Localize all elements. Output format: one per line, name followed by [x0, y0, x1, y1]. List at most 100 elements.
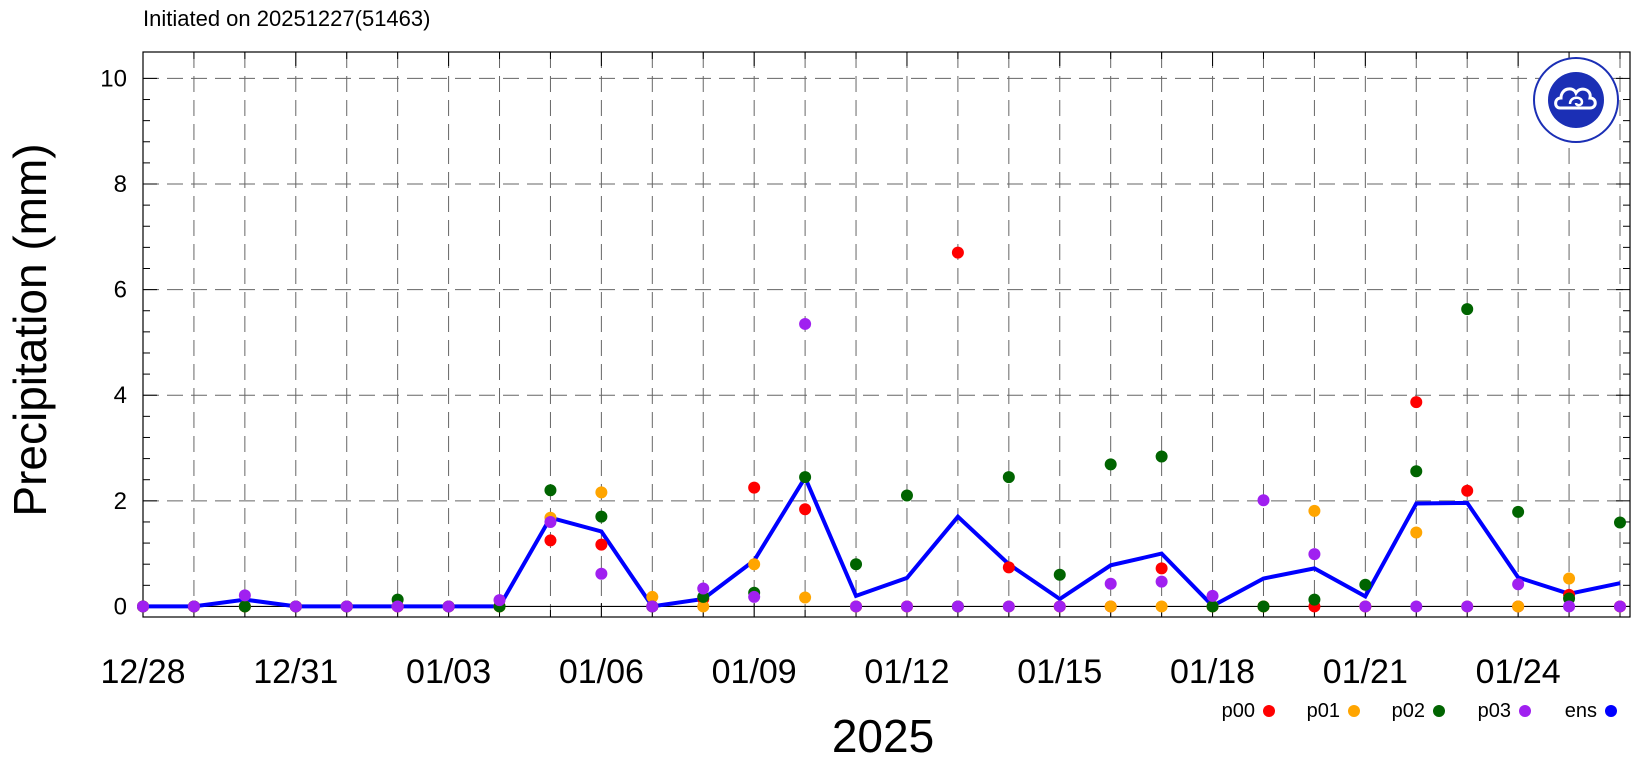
point-p02 [850, 558, 863, 571]
cma-logo [1533, 57, 1619, 143]
point-p02 [900, 489, 913, 502]
y-axis: 0 2 4 6 8 10 [100, 65, 1630, 620]
point-p03 [1053, 600, 1066, 613]
logo-inner-disc [1548, 72, 1604, 128]
y-tick-label: 8 [114, 171, 127, 198]
point-p03 [1257, 494, 1270, 507]
point-p00 [595, 538, 608, 551]
point-p01 [1104, 600, 1117, 613]
chart-title: Initiated on 20251227(51463) [143, 6, 430, 31]
point-p01 [1308, 504, 1321, 517]
point-p03 [748, 590, 761, 603]
point-p02 [697, 590, 710, 603]
x-tick-label: 01/15 [1017, 653, 1102, 691]
x-tick-label: 01/24 [1476, 653, 1561, 691]
series-layer [137, 246, 1626, 613]
x-tick-label: 01/21 [1323, 653, 1408, 691]
point-p02 [1002, 471, 1015, 484]
point-p03 [391, 600, 404, 613]
point-p03 [1104, 577, 1117, 590]
legend: p00 p01 p02 p03 ens [1222, 700, 1617, 722]
point-p03 [1359, 600, 1372, 613]
legend-label-p01: p01 [1307, 700, 1340, 722]
point-p03 [1563, 600, 1576, 613]
legend-marker-p01 [1348, 705, 1360, 717]
point-p01 [799, 591, 812, 604]
point-p03 [799, 317, 812, 330]
point-p00 [748, 481, 761, 494]
legend-marker-p00 [1263, 705, 1275, 717]
point-p02 [1206, 600, 1219, 613]
point-p03 [951, 600, 964, 613]
point-p03 [1410, 600, 1423, 613]
point-p02 [1614, 516, 1626, 529]
point-p02 [595, 510, 608, 523]
x-tick-label: 01/03 [406, 653, 491, 691]
point-p03 [340, 600, 353, 613]
point-p01 [1410, 526, 1423, 539]
plot-frame [142, 51, 1631, 618]
point-p03 [1308, 548, 1321, 561]
point-p03 [1206, 589, 1219, 602]
point-p03 [238, 589, 251, 602]
point-p01 [697, 600, 710, 613]
grid [142, 52, 1630, 617]
point-p02 [799, 471, 812, 484]
point-p02 [1461, 303, 1474, 316]
point-p02 [1308, 593, 1321, 606]
series-line-ens [143, 473, 1621, 609]
point-p03 [187, 600, 200, 613]
point-p03 [900, 600, 913, 613]
point-p03 [1512, 578, 1525, 591]
legend-label-ens: ens [1565, 700, 1597, 722]
y-tick-label: 2 [114, 488, 127, 515]
logo-swirl-icon [1568, 96, 1584, 107]
point-p03 [1461, 600, 1474, 613]
y-tick-label: 4 [114, 382, 127, 409]
y-tick-label: 0 [114, 593, 127, 620]
point-p00 [799, 503, 812, 516]
point-p02 [1410, 465, 1423, 478]
plot-border [142, 51, 1631, 618]
x-tick-label: 12/31 [253, 653, 338, 691]
x-axis-label: 2025 [832, 710, 934, 760]
point-p00 [951, 246, 964, 259]
point-p02 [1104, 458, 1117, 471]
point-p01 [1512, 600, 1525, 613]
point-p00 [1461, 484, 1474, 497]
legend-label-p02: p02 [1392, 700, 1425, 722]
legend-marker-p02 [1433, 705, 1445, 717]
x-tick-label: 01/18 [1170, 653, 1255, 691]
point-p03 [1614, 600, 1626, 613]
point-p02 [1053, 568, 1066, 581]
point-p01 [1563, 572, 1576, 585]
point-p01 [646, 590, 659, 603]
point-p00 [1410, 396, 1423, 409]
point-p03 [289, 600, 302, 613]
point-p00 [1002, 561, 1015, 574]
point-p03 [850, 600, 863, 613]
point-p02 [1155, 450, 1168, 463]
y-tick-label: 6 [114, 277, 127, 304]
legend-label-p03: p03 [1478, 700, 1511, 722]
point-p02 [238, 600, 251, 613]
point-p03 [442, 600, 455, 613]
point-p03 [697, 582, 710, 595]
point-p03 [646, 600, 659, 613]
x-axis: 12/28 12/31 01/03 01/06 01/09 01/12 01/15 01/18… [100, 52, 1621, 691]
y-axis-label: Precipitation (mm) [4, 143, 56, 516]
legend-label-p00: p00 [1222, 700, 1255, 722]
point-p03 [493, 594, 506, 607]
x-tick-label: 12/28 [100, 653, 185, 691]
point-p03 [137, 600, 149, 613]
point-p03 [1002, 600, 1015, 613]
point-p03 [595, 567, 608, 580]
point-p02 [1359, 578, 1372, 591]
point-p00 [544, 534, 557, 547]
point-p02 [544, 484, 557, 497]
point-p02 [1512, 505, 1525, 518]
logo-cloud-icon [1554, 87, 1597, 110]
point-p02 [1257, 600, 1270, 613]
point-p01 [748, 558, 761, 571]
